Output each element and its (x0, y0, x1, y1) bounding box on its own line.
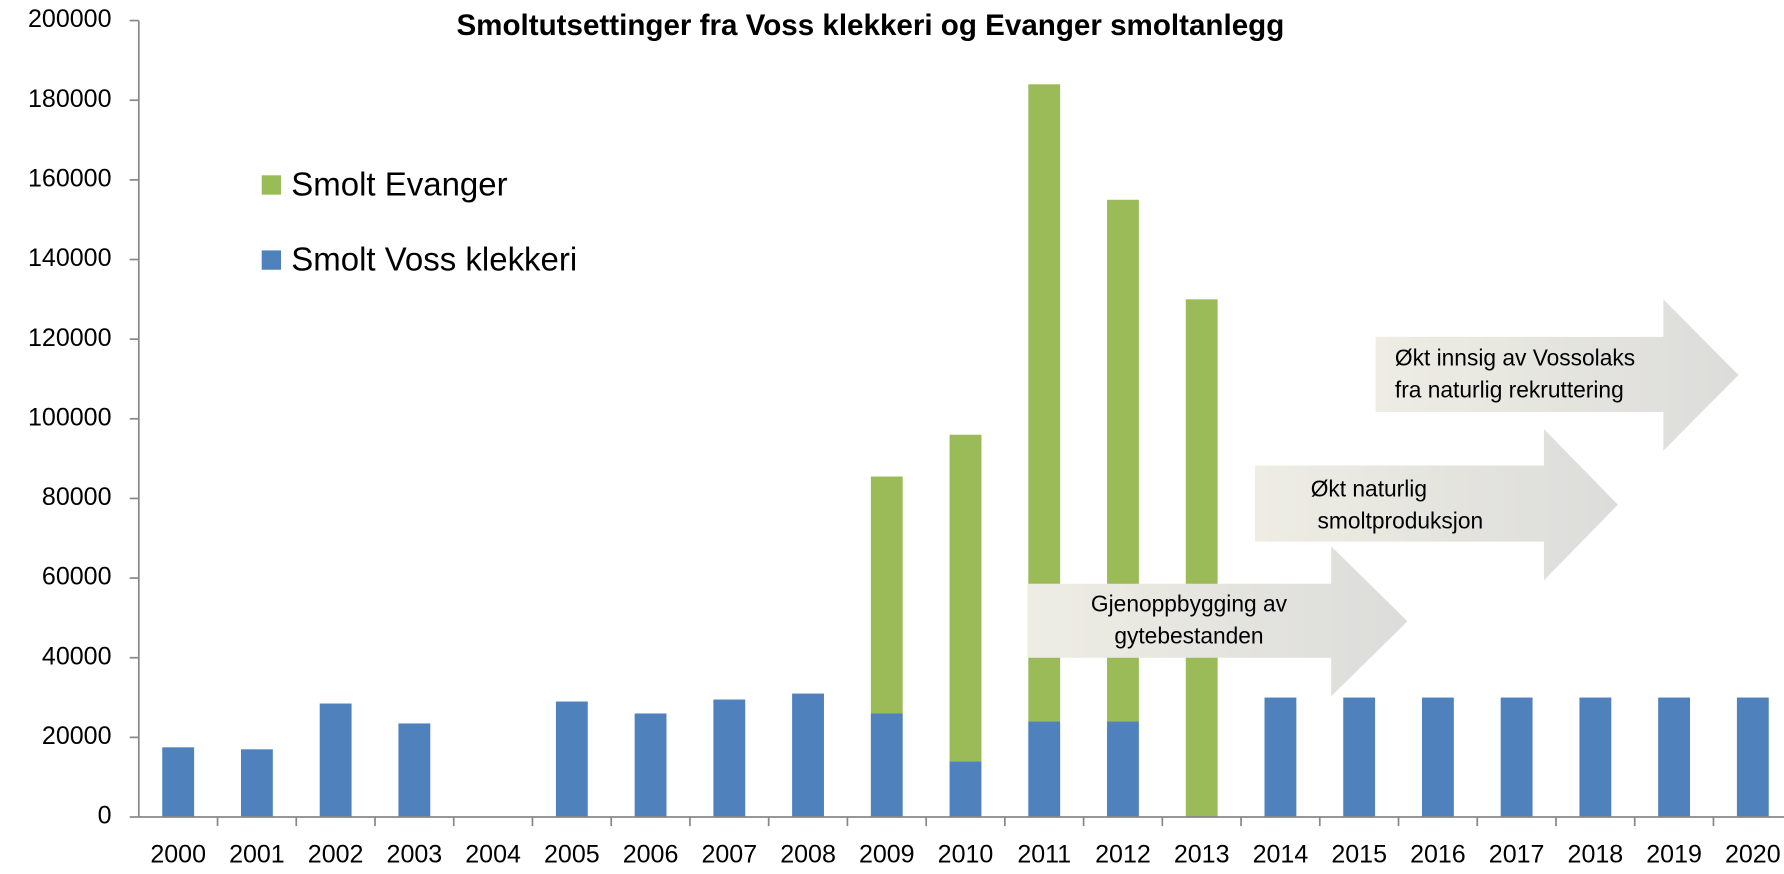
bar (1579, 697, 1612, 818)
bar (1185, 299, 1218, 818)
x-tick-label: 2017 (1489, 840, 1545, 868)
y-tick-label: 80000 (42, 483, 112, 511)
bar (240, 749, 273, 818)
bar (949, 434, 982, 762)
x-tick-label: 2018 (1568, 840, 1624, 868)
y-tick-label: 0 (98, 802, 112, 830)
y-tick-label: 60000 (42, 563, 112, 591)
annotation-arrow (1027, 546, 1408, 697)
bar (1658, 697, 1691, 818)
bar (319, 703, 352, 818)
legend-swatch (261, 250, 282, 270)
x-tick-label: 2005 (544, 840, 600, 868)
x-tick-label: 2019 (1646, 840, 1702, 868)
bar (792, 693, 824, 818)
bar (634, 713, 667, 818)
bar (162, 747, 195, 818)
x-tick-label: 2020 (1725, 840, 1781, 868)
bar (870, 476, 903, 714)
x-tick-label: 2006 (623, 840, 679, 868)
x-tick-label: 2002 (308, 840, 364, 868)
y-tick-label: 180000 (28, 85, 111, 113)
x-tick-label: 2000 (150, 840, 206, 868)
bar (1028, 721, 1061, 818)
x-tick-label: 2008 (780, 840, 836, 868)
annotation-text: Økt naturlig (1311, 475, 1427, 501)
bar (870, 713, 903, 818)
annotation-text: fra naturlig rekruttering (1395, 377, 1624, 403)
annotation-arrow (1375, 299, 1739, 451)
x-tick-label: 2007 (701, 840, 757, 868)
x-tick-label: 2014 (1253, 840, 1309, 868)
y-tick-label: 20000 (42, 722, 112, 750)
chart-title: Smoltutsettinger fra Voss klekkeri og Ev… (456, 9, 1284, 42)
legend-swatch (261, 175, 282, 195)
x-tick-label: 2009 (859, 840, 915, 868)
y-tick-label: 160000 (28, 164, 111, 192)
bar (1343, 697, 1376, 818)
y-tick-label: 40000 (42, 642, 112, 670)
x-tick-label: 2001 (229, 840, 285, 868)
x-tick-label: 2003 (387, 840, 443, 868)
x-tick-label: 2015 (1331, 840, 1387, 868)
x-tick-label: 2010 (938, 840, 994, 868)
y-tick-label: 120000 (28, 324, 111, 352)
annotation-text: Økt innsig av Vossolaks (1395, 345, 1635, 371)
bar (1107, 721, 1139, 818)
bar (398, 723, 431, 818)
annotation-text: smoltproduksjon (1318, 507, 1484, 533)
bar (1421, 697, 1454, 818)
bar (713, 699, 746, 818)
x-tick-label: 2011 (1017, 840, 1071, 868)
x-tick-label: 2004 (465, 840, 521, 868)
y-tick-label: 140000 (28, 244, 111, 272)
legend-label: Smolt Evanger (291, 165, 507, 202)
annotation-text: gytebestanden (1114, 622, 1263, 648)
bar (1500, 697, 1533, 818)
annotation-text: Gjenoppbygging av (1091, 590, 1288, 616)
bar (1264, 697, 1297, 818)
x-tick-label: 2013 (1174, 840, 1230, 868)
bar (1736, 697, 1769, 818)
y-tick-label: 200000 (28, 5, 111, 33)
x-tick-label: 2012 (1095, 840, 1151, 868)
legend-label: Smolt Voss klekkeri (291, 241, 577, 278)
x-tick-label: 2016 (1410, 840, 1466, 868)
annotation-arrow (1254, 429, 1618, 581)
bar (555, 701, 588, 818)
y-tick-label: 100000 (28, 403, 111, 431)
bar (949, 761, 982, 818)
